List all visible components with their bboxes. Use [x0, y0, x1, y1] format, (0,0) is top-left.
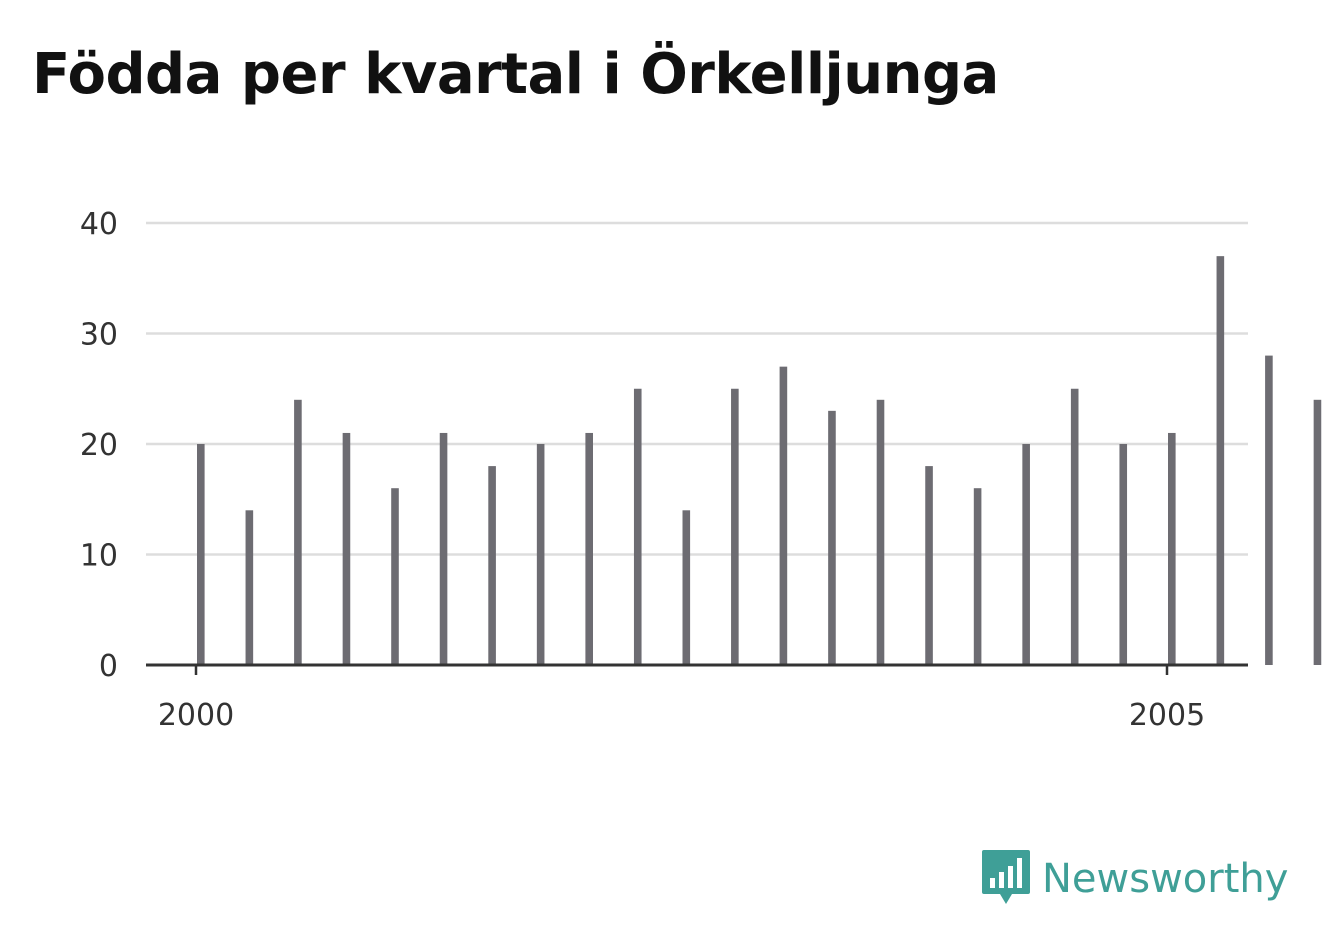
bar	[391, 488, 399, 665]
bar	[1119, 444, 1128, 665]
bar	[876, 399, 885, 665]
y-tick-label: 40	[80, 207, 118, 242]
page-title: Födda per kvartal i Örkelljunga	[32, 42, 999, 107]
bar	[245, 510, 254, 665]
x-tick-label: 2005	[1129, 698, 1205, 733]
bars	[197, 256, 1322, 665]
bar	[779, 366, 788, 665]
x-axis: 200020052010201520202025	[146, 663, 1248, 733]
bar	[439, 432, 448, 665]
bar	[682, 510, 691, 665]
bar	[342, 432, 351, 665]
bar	[973, 488, 982, 665]
newsworthy-icon	[982, 850, 1030, 904]
newsworthy-logo: Newsworthy	[980, 848, 1288, 910]
bar	[925, 466, 933, 665]
y-tick-label: 30	[80, 318, 118, 353]
bar	[633, 388, 642, 665]
bar	[731, 388, 739, 665]
bar	[1313, 399, 1322, 665]
bar	[197, 444, 205, 665]
bar	[585, 432, 593, 665]
y-tick-label: 0	[99, 649, 118, 684]
bar	[536, 444, 545, 665]
y-tick-label: 10	[80, 539, 118, 574]
y-tick-label: 20	[80, 428, 118, 463]
bar	[1022, 444, 1030, 665]
bar	[488, 466, 496, 665]
bar	[828, 410, 836, 665]
x-tick-label: 2000	[158, 698, 234, 733]
bar	[1265, 355, 1273, 665]
brand-name: Newsworthy	[1042, 856, 1289, 902]
bar	[1216, 256, 1225, 665]
bar	[294, 399, 302, 665]
y-axis: 0 10 20 30 40	[80, 207, 118, 684]
bar	[1168, 432, 1176, 665]
bar	[1070, 388, 1079, 665]
gridlines	[146, 221, 1248, 556]
